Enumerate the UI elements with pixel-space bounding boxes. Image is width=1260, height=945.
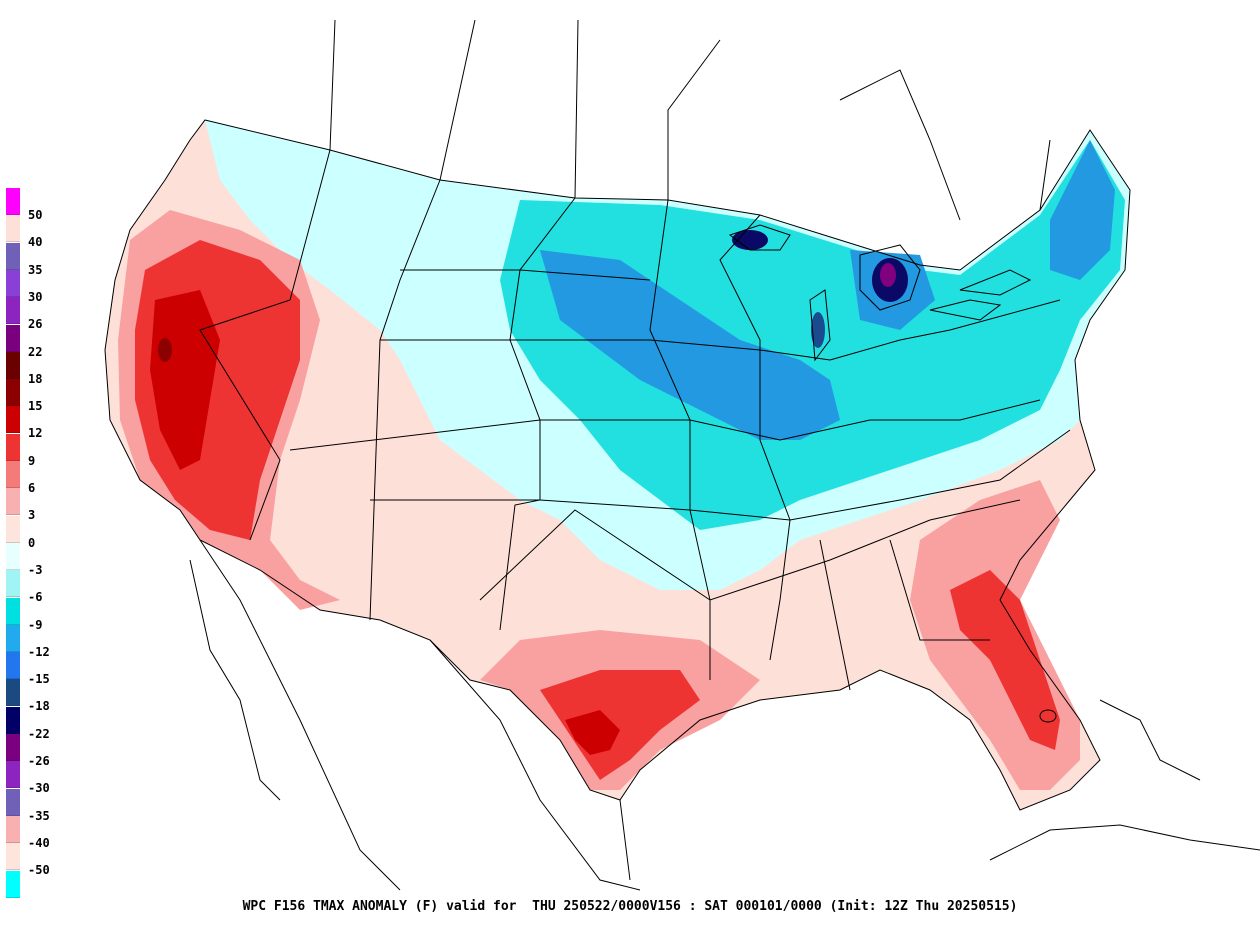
legend-swatch (6, 761, 20, 789)
dark-blue-spot-lake (811, 312, 825, 348)
legend-label: -30 (28, 781, 50, 796)
legend-label: -3 (28, 562, 43, 577)
legend-label: 35 (28, 262, 43, 277)
legend-swatch (6, 433, 20, 461)
legend-label: 9 (28, 453, 36, 468)
legend-label: 15 (28, 399, 43, 414)
legend-label: -9 (28, 617, 43, 632)
legend-swatch (6, 269, 20, 297)
legend-label: 30 (28, 289, 43, 304)
legend-swatch (6, 679, 20, 707)
legend-swatch (6, 788, 20, 816)
legend-swatch (6, 188, 20, 215)
navy-spot-superior (732, 230, 768, 250)
legend-swatch (6, 734, 20, 761)
legend-label: -26 (28, 754, 50, 768)
legend-swatch (6, 488, 20, 516)
blue-northeast (1050, 140, 1115, 280)
legend-swatch (6, 624, 20, 652)
texas-warm-dark (565, 710, 620, 755)
legend-swatch (6, 215, 20, 243)
legend-label: 50 (28, 208, 43, 222)
purple-spot-michigan (880, 263, 896, 287)
legend-swatch (6, 351, 20, 379)
legend-swatch (6, 242, 20, 270)
legend-label: -35 (28, 808, 50, 823)
legend-label: 12 (28, 426, 43, 441)
legend-label: -12 (28, 644, 50, 659)
legend-swatch (6, 379, 20, 407)
west-hot-core (158, 338, 172, 362)
legend-label: -40 (28, 835, 50, 850)
legend-swatch (6, 542, 20, 570)
legend-label: -18 (28, 699, 50, 714)
legend-label: 0 (28, 535, 36, 550)
legend-label: 3 (28, 508, 36, 523)
legend-label: 6 (28, 481, 36, 495)
legend-swatch (6, 597, 20, 625)
legend-label: 40 (28, 235, 43, 250)
legend-swatch (6, 297, 20, 325)
texas-warm (540, 670, 700, 780)
legend-swatch (6, 406, 20, 434)
southeast-warm (950, 570, 1060, 750)
legend-swatch (6, 843, 20, 871)
legend-label: 26 (28, 317, 43, 332)
legend-swatch (6, 652, 20, 680)
legend-label: 22 (28, 344, 43, 359)
legend-label: 18 (28, 371, 43, 386)
legend-label: -50 (28, 863, 50, 878)
blue-core (540, 250, 840, 440)
legend-swatch (6, 815, 20, 843)
legend-label: -15 (28, 672, 50, 687)
legend-label: -6 (28, 590, 43, 605)
color-legend: 50 40 35 30 26 22 18 15 12 9 6 3 0 -3 -6 -9 -12 -15 -18 -22… (6, 188, 50, 898)
map-caption: WPC F156 TMAX ANOMALY (F) valid for THU … (242, 899, 1018, 914)
legend-swatch (6, 870, 20, 898)
legend-swatch (6, 515, 20, 543)
legend-label: -22 (28, 726, 50, 741)
legend-swatch (6, 324, 20, 352)
legend-swatch (6, 461, 20, 488)
boundaries (104, 19, 1260, 891)
legend-swatch (6, 570, 20, 598)
legend-swatch (6, 706, 20, 734)
